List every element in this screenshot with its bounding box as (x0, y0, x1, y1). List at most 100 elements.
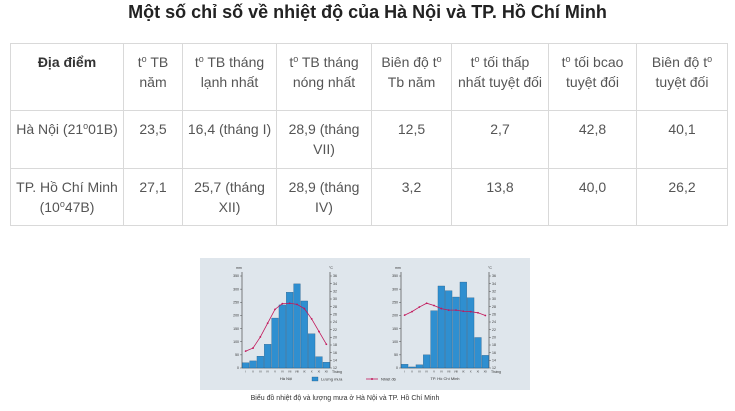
y2-tick-label: 30 (492, 297, 496, 301)
axis-unit-rain: mm (395, 266, 401, 270)
table-cell: 27,1 (123, 168, 183, 226)
y-tick-label: 50 (394, 353, 398, 357)
rain-bar (308, 333, 316, 369)
y2-tick-label: 36 (333, 274, 337, 278)
legend-temp-point (371, 378, 373, 380)
x-tick-label: XI (477, 370, 480, 374)
table-cell: 16,4 (tháng I) (182, 110, 277, 169)
x-tick-label: III (418, 370, 421, 374)
temperature-point (484, 314, 487, 317)
figure-caption: Biểu đồ nhiệt độ và lượng mưa ở Hà Nội v… (250, 395, 440, 402)
table-header-cell: to TB năm (123, 43, 183, 111)
x-tick-label: V (433, 370, 435, 374)
table-row: Hà Nội (21o01B) 23,5 16,4 (tháng I) 28,9… (10, 110, 728, 169)
y-tick-label: 100 (392, 340, 398, 344)
rain-bar (474, 337, 482, 369)
x-tick-label: XII (484, 370, 488, 374)
temperature-point (469, 310, 472, 313)
y-tick-label: 150 (233, 327, 239, 331)
temperature-point (318, 330, 320, 333)
y-tick-label: 150 (392, 327, 398, 331)
rain-bar (445, 290, 453, 369)
table-cell: 23,5 (123, 110, 183, 169)
legend-temp-label: Nhiệt độ (381, 377, 397, 382)
y2-tick-label: 12 (333, 366, 337, 370)
x-tick-label: XI (318, 370, 321, 374)
y2-tick-label: 22 (333, 328, 337, 332)
table-cell-place: Hà Nội (21o01B) (10, 110, 124, 169)
table-cell: 28,9 (tháng IV) (276, 168, 372, 226)
y2-tick-label: 34 (492, 282, 496, 286)
y2-tick-label: 28 (492, 305, 496, 309)
temperature-point (425, 302, 428, 305)
table-header-row: Địa điểm to TB năm to TB tháng lạnh nhất… (10, 43, 728, 111)
y2-tick-label: 18 (492, 343, 496, 347)
table-header-cell: to tối thấp nhất tuyệt đối (451, 43, 549, 111)
y2-tick-label: 34 (333, 282, 337, 286)
temperature-point (252, 347, 254, 349)
x-tick-label: II (411, 370, 413, 374)
table-cell: 40,0 (548, 168, 637, 226)
temperature-point (310, 318, 313, 320)
x-tick-label: X (470, 370, 472, 374)
x-tick-label: X (311, 370, 313, 374)
y-tick-label: 50 (235, 353, 239, 357)
y2-tick-label: 14 (492, 359, 496, 363)
axis-unit-temp: °C (329, 266, 333, 270)
temperature-point (259, 336, 262, 338)
axis-unit-temp: °C (488, 266, 492, 270)
temperature-point (433, 304, 435, 307)
y-tick-label: 0 (396, 366, 398, 370)
rain-bar (423, 354, 431, 369)
x-tick-label: VIII (454, 370, 458, 374)
temperature-point (455, 309, 457, 312)
y2-tick-label: 32 (333, 290, 337, 294)
y2-tick-label: 22 (492, 328, 496, 332)
x-tick-label: VIII (295, 370, 299, 374)
rain-bar (264, 344, 272, 369)
y-tick-label: 200 (233, 314, 239, 318)
rain-bar (242, 362, 250, 369)
temperature-point (303, 307, 306, 310)
rain-bar (459, 281, 467, 369)
rain-bar (430, 310, 438, 369)
climate-chart-figure: mm °C 0 50 100 150 200 250 300 350 12 14 16 18 20 22 24 2… (200, 258, 530, 390)
temperature-line (404, 302, 486, 316)
x-tick-label: IX (462, 370, 465, 374)
table-cell: 42,8 (548, 110, 637, 169)
y2-tick-label: 20 (492, 336, 496, 340)
legend-rain-swatch (311, 376, 319, 382)
rain-bar (408, 366, 416, 369)
y2-tick-label: 26 (492, 313, 496, 317)
page-title: Một số chỉ số về nhiệt độ của Hà Nội và … (128, 2, 607, 22)
temperature-point (440, 307, 443, 310)
rain-bar (437, 285, 445, 369)
temperature-point (447, 309, 450, 312)
table-cell: 28,9 (tháng VII) (276, 110, 372, 169)
y-tick-label: 350 (233, 274, 239, 278)
y-tick-label: 0 (237, 366, 239, 370)
rain-bar (481, 355, 489, 369)
temperature-table: Địa điểm to TB năm to TB tháng lạnh nhất… (10, 43, 728, 226)
table-header-cell: Địa điểm (10, 43, 124, 111)
y2-tick-label: 24 (492, 320, 496, 324)
temperature-point (281, 302, 284, 305)
table-cell: 12,5 (371, 110, 452, 169)
rain-bar (322, 362, 330, 369)
table-header-cell: Biên độ to tuyệt đối (636, 43, 728, 111)
temperature-point (296, 303, 298, 306)
x-tick-label: VI (440, 370, 443, 374)
y-tick-label: 250 (392, 300, 398, 304)
y2-tick-label: 36 (492, 274, 496, 278)
rain-bar (300, 300, 308, 369)
y2-tick-label: 16 (492, 351, 496, 355)
y-tick-label: 300 (392, 287, 398, 291)
x-tick-label: I (245, 370, 246, 374)
x-tick-label: I (404, 370, 405, 374)
rain-bar (293, 283, 301, 369)
table-cell: 40,1 (636, 110, 728, 169)
y-tick-label: 200 (392, 314, 398, 318)
temperature-point (477, 311, 479, 314)
temperature-point (411, 310, 413, 313)
table-cell: 25,7 (tháng XII) (182, 168, 277, 226)
